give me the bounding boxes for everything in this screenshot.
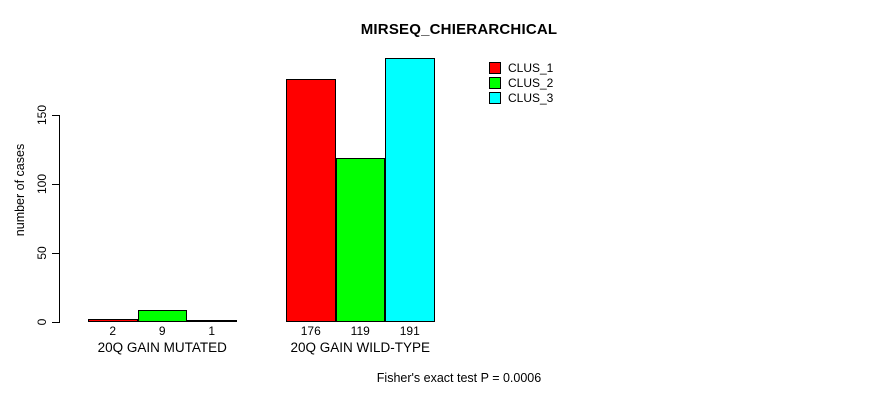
bar-value-label: 191 — [399, 324, 420, 338]
legend: CLUS_1 CLUS_2 CLUS_3 — [489, 61, 554, 105]
bar-value-label: 119 — [350, 324, 370, 338]
bar-value-label: 9 — [158, 324, 166, 338]
legend-label-clus-3: CLUS_3 — [508, 91, 554, 105]
y-tick-label: 100 — [35, 173, 49, 195]
chart-bar-clus-2-group-1 — [335, 158, 385, 322]
chart-bar-clus-1-group-1 — [286, 79, 336, 322]
legend-row-clus-1: CLUS_1 — [489, 61, 554, 75]
bar-value-label: 2 — [109, 324, 117, 338]
legend-label-clus-2: CLUS_2 — [508, 76, 554, 90]
legend-row-clus-3: CLUS_3 — [489, 91, 554, 105]
annotation-fisher-test: Fisher's exact test P = 0.0006 — [376, 371, 542, 385]
y-tick-label: 50 — [35, 246, 49, 260]
legend-swatch-clus-3 — [489, 92, 501, 104]
legend-swatch-clus-1 — [489, 62, 501, 74]
chart-bar-clus-3-group-1 — [385, 58, 435, 322]
y-tick — [52, 322, 59, 323]
chart-bar-clus-1-group-0 — [88, 319, 138, 322]
y-tick — [52, 115, 59, 116]
chart-title: MIRSEQ_CHIERARCHICAL — [360, 21, 558, 38]
legend-swatch-clus-2 — [489, 77, 501, 89]
y-axis-line — [59, 115, 60, 323]
legend-row-clus-2: CLUS_2 — [489, 76, 554, 90]
y-tick-label: 150 — [35, 104, 49, 126]
bar-value-label: 176 — [300, 324, 321, 338]
legend-label-clus-1: CLUS_1 — [508, 61, 554, 75]
chart-bar-clus-2-group-0 — [137, 310, 187, 322]
y-tick-label: 0 — [35, 318, 49, 326]
category-label-mutated: 20Q GAIN MUTATED — [97, 340, 227, 355]
y-axis-label: number of cases — [13, 143, 27, 237]
y-tick — [52, 184, 59, 185]
chart-bar-clus-3-group-0 — [187, 320, 237, 322]
category-label-wild-type: 20Q GAIN WILD-TYPE — [290, 340, 431, 355]
y-tick — [52, 253, 59, 254]
bar-value-label: 1 — [208, 324, 216, 338]
